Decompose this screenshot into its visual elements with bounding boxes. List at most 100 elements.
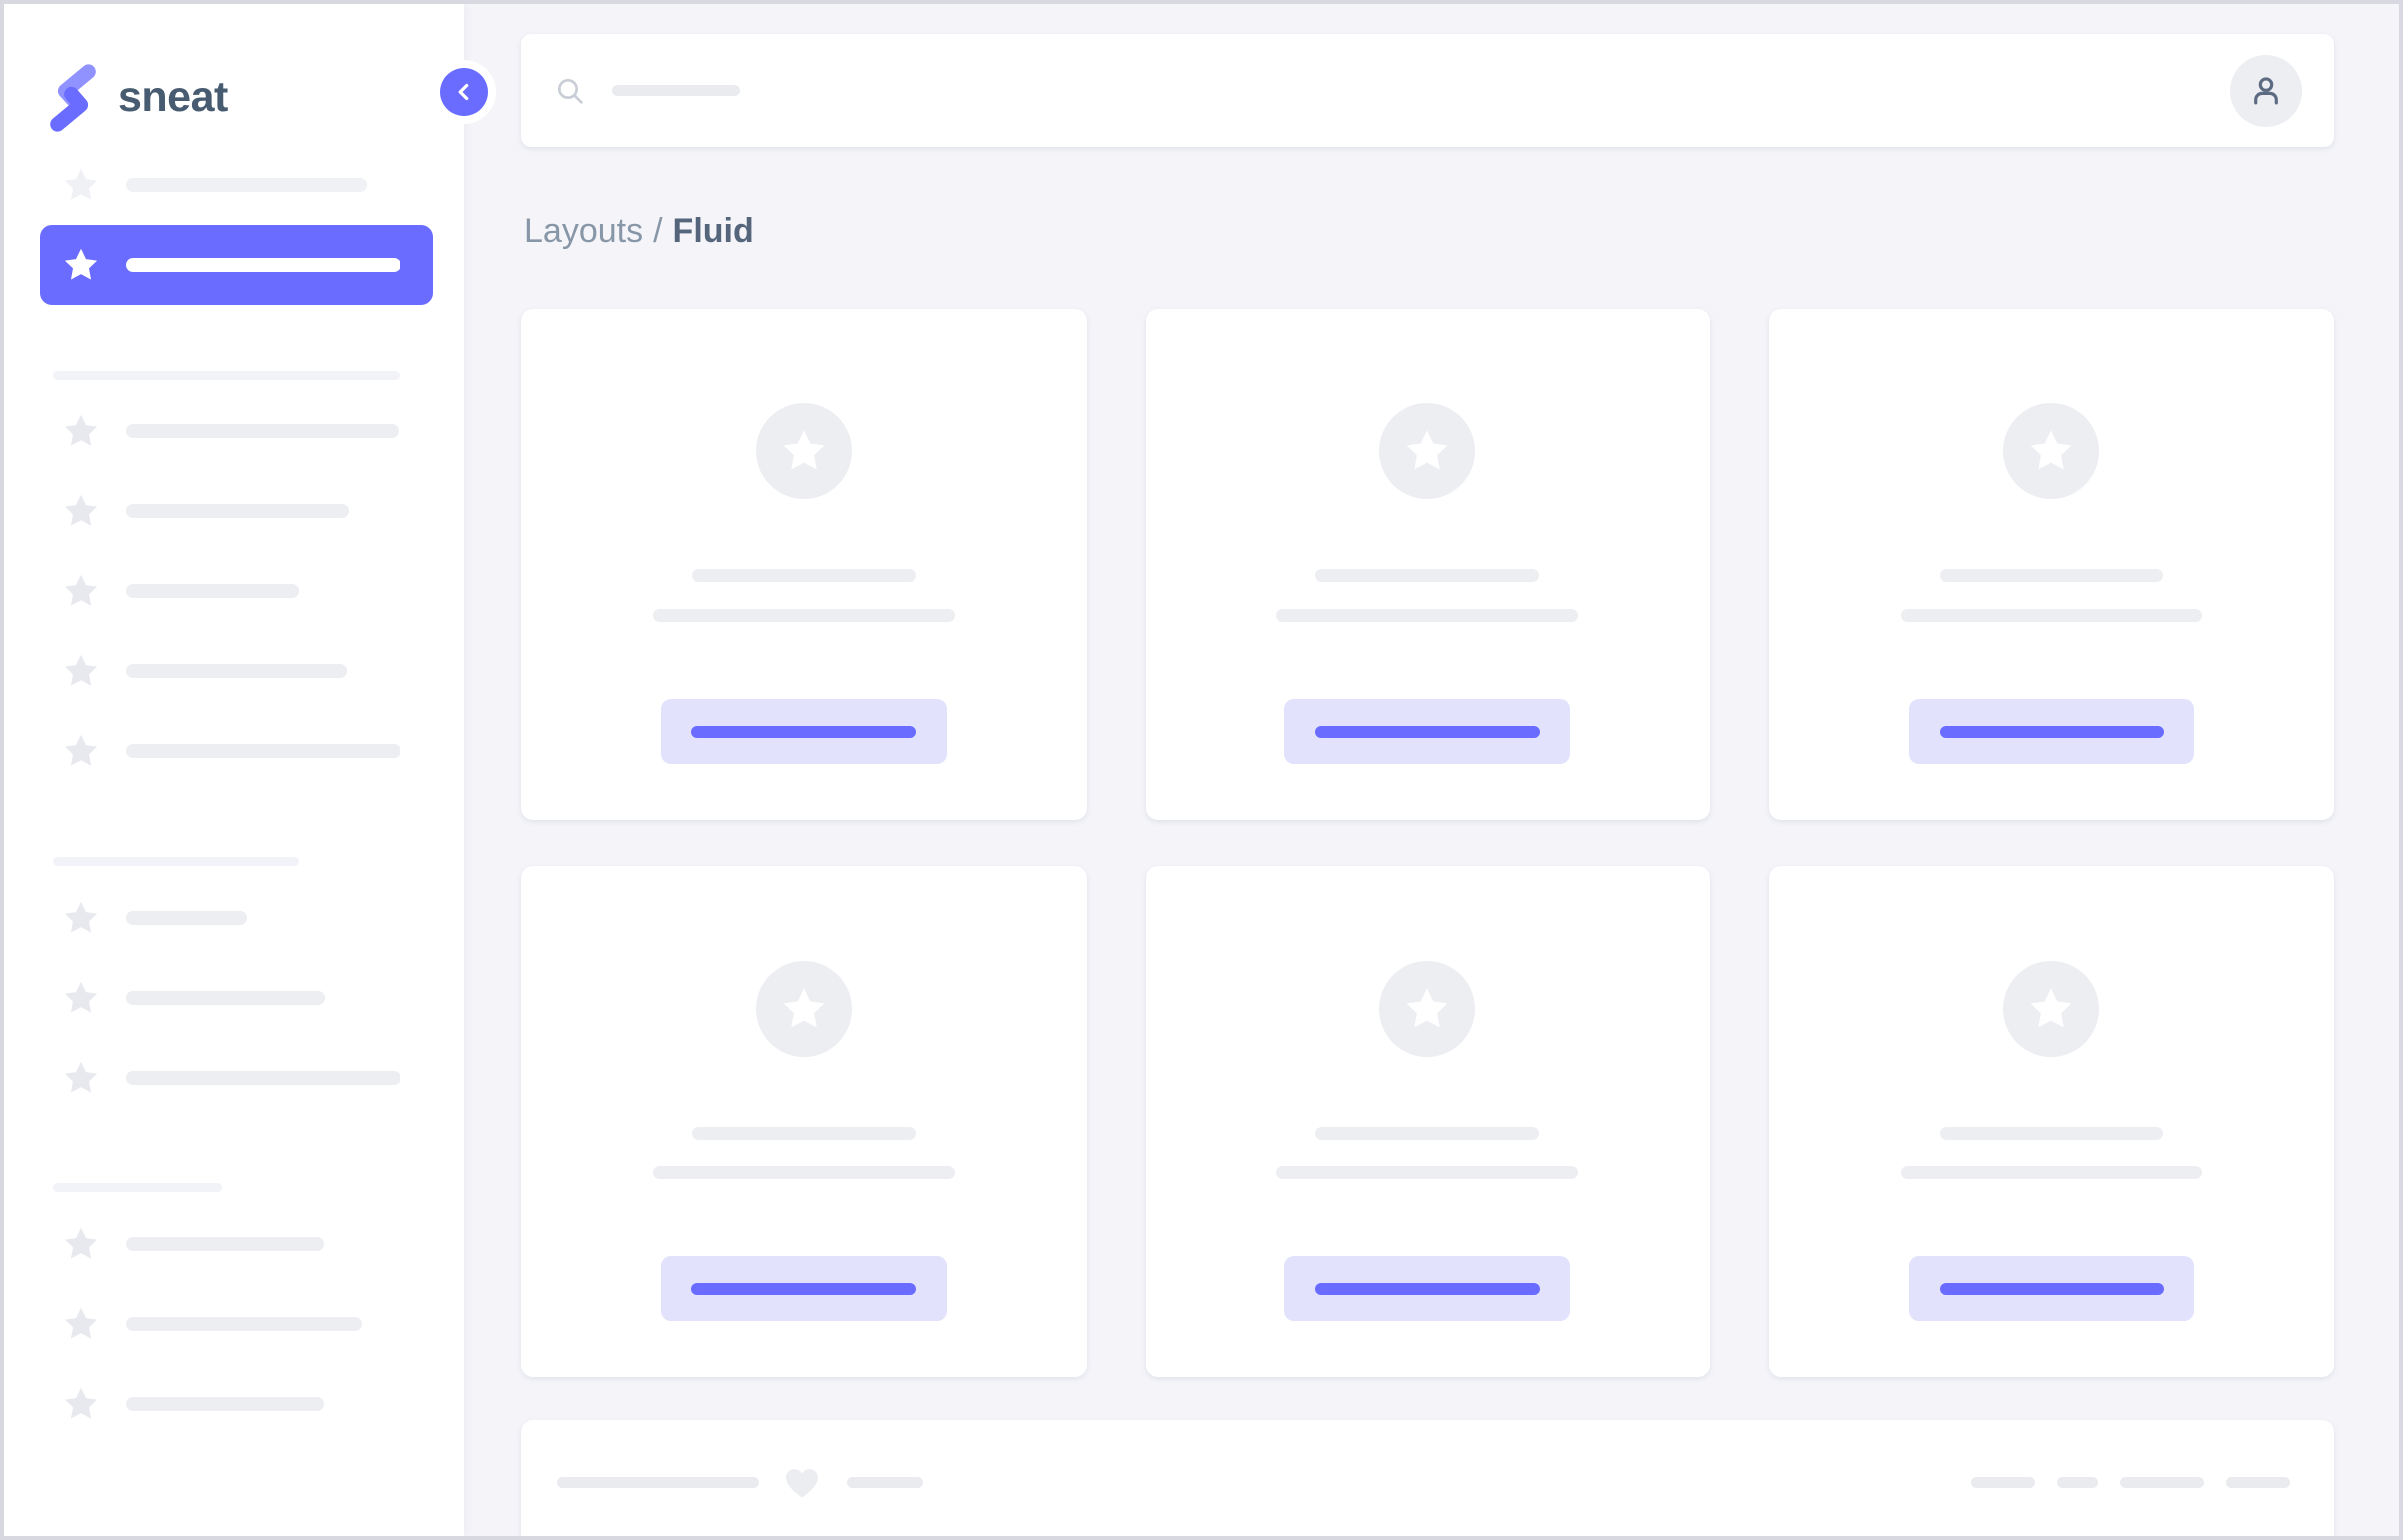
text-placeholder-line xyxy=(1315,1127,1540,1140)
bottom-card-pagination-placeholders xyxy=(1971,1476,2290,1488)
sidebar-item-label-placeholder xyxy=(126,584,299,598)
sidebar-entry[interactable] xyxy=(40,225,433,305)
demo-card xyxy=(1769,309,2334,820)
sidebar-item-label-placeholder xyxy=(126,744,400,758)
demo-card xyxy=(521,309,1087,820)
star-icon xyxy=(2027,427,2075,475)
pagination-placeholder-bar[interactable] xyxy=(2120,1476,2204,1488)
sidebar-item-label-placeholder xyxy=(126,911,247,925)
pagination-placeholder-bar[interactable] xyxy=(2226,1476,2290,1488)
top-navbar xyxy=(521,34,2334,147)
text-placeholder-line xyxy=(691,1127,916,1140)
bottom-card-row xyxy=(557,1462,2290,1502)
bottom-card xyxy=(521,1420,2334,1536)
star-avatar xyxy=(1379,403,1476,499)
text-placeholder-line xyxy=(691,569,916,582)
sidebar-entry xyxy=(4,1118,464,1204)
sidebar-entry[interactable] xyxy=(4,471,464,551)
sidebar-item-label-placeholder xyxy=(126,424,399,438)
pagination-placeholder-bar[interactable] xyxy=(2057,1476,2098,1488)
user-avatar-button[interactable] xyxy=(2230,54,2302,127)
button-label-placeholder xyxy=(1314,725,1540,738)
text-placeholder-line xyxy=(1901,609,2203,622)
star-icon xyxy=(62,732,100,770)
person-icon xyxy=(2254,76,2278,104)
sidebar-item-label-placeholder xyxy=(126,1071,400,1085)
sidebar-entry[interactable] xyxy=(4,631,464,711)
demo-card xyxy=(1769,866,2334,1377)
sidebar-item-label-placeholder xyxy=(126,1397,324,1411)
sidebar-item-label-placeholder xyxy=(126,178,367,192)
star-icon xyxy=(62,979,100,1017)
text-placeholder-line xyxy=(1940,1127,2164,1140)
button-label-placeholder xyxy=(1939,725,2164,738)
brand-link[interactable]: sneat xyxy=(4,4,464,145)
star-icon xyxy=(62,652,100,690)
text-placeholder-line xyxy=(652,1166,955,1179)
card-action-button[interactable] xyxy=(660,699,947,764)
star-avatar xyxy=(755,961,852,1057)
star-icon xyxy=(62,572,100,610)
search-icon[interactable] xyxy=(554,75,586,107)
sidebar-entry[interactable] xyxy=(4,1364,464,1444)
sidebar-nav xyxy=(4,145,464,1444)
star-avatar xyxy=(1379,961,1476,1057)
text-placeholder-line xyxy=(1276,1166,1579,1179)
card-grid xyxy=(521,309,2334,1377)
pagination-placeholder-bar[interactable] xyxy=(1971,1476,2035,1488)
text-placeholder-line xyxy=(1940,569,2164,582)
button-label-placeholder xyxy=(1314,1282,1540,1295)
text-placeholder-bar xyxy=(557,1476,759,1488)
sidebar-entry[interactable] xyxy=(4,145,464,225)
sidebar-collapse-button[interactable] xyxy=(440,68,488,116)
star-icon xyxy=(62,1225,100,1263)
star-icon xyxy=(1403,427,1451,475)
breadcrumb: Layouts / Fluid xyxy=(524,211,2334,251)
star-icon xyxy=(2027,985,2075,1033)
sidebar-entry[interactable] xyxy=(4,551,464,631)
sidebar-item-label-placeholder xyxy=(126,504,349,518)
sidebar-entry[interactable] xyxy=(4,711,464,791)
star-icon xyxy=(62,166,100,204)
star-icon xyxy=(62,1059,100,1097)
star-icon xyxy=(62,246,100,284)
sidebar-entry[interactable] xyxy=(4,1284,464,1364)
sidebar-item-label-placeholder xyxy=(126,1317,362,1331)
chevron-left-icon xyxy=(458,83,469,101)
demo-card xyxy=(521,866,1087,1377)
main-content: Layouts / Fluid xyxy=(464,4,2399,1536)
button-label-placeholder xyxy=(691,725,917,738)
heart-icon[interactable] xyxy=(782,1462,822,1502)
brand-name: sneat xyxy=(118,73,228,121)
card-action-button[interactable] xyxy=(1909,699,2195,764)
sidebar-item-label-placeholder xyxy=(126,258,400,272)
demo-card xyxy=(1145,309,1711,820)
sidebar-entry[interactable] xyxy=(4,1038,464,1118)
sidebar-entry[interactable] xyxy=(4,958,464,1038)
sidebar-section-divider xyxy=(53,1183,222,1192)
demo-card xyxy=(1145,866,1711,1377)
card-action-button[interactable] xyxy=(1284,1256,1571,1321)
button-label-placeholder xyxy=(1939,1282,2164,1295)
text-placeholder-line xyxy=(1901,1166,2203,1179)
sidebar-entry xyxy=(4,305,464,391)
sidebar-entry[interactable] xyxy=(4,391,464,471)
sidebar-section-divider xyxy=(53,371,400,380)
text-placeholder-line xyxy=(1315,569,1540,582)
breadcrumb-separator: / xyxy=(653,212,663,250)
sidebar-item-label-placeholder xyxy=(126,1237,324,1251)
sidebar-section-divider xyxy=(53,857,299,866)
card-action-button[interactable] xyxy=(660,1256,947,1321)
breadcrumb-parent[interactable]: Layouts xyxy=(524,212,644,250)
star-icon xyxy=(62,1385,100,1423)
card-action-button[interactable] xyxy=(1909,1256,2195,1321)
button-label-placeholder xyxy=(691,1282,917,1295)
star-avatar xyxy=(755,403,852,499)
text-placeholder-bar xyxy=(847,1476,923,1488)
sidebar-entry[interactable] xyxy=(4,1204,464,1284)
card-action-button[interactable] xyxy=(1284,699,1571,764)
text-placeholder-line xyxy=(652,609,955,622)
star-icon xyxy=(62,899,100,937)
sidebar-entry[interactable] xyxy=(4,878,464,958)
